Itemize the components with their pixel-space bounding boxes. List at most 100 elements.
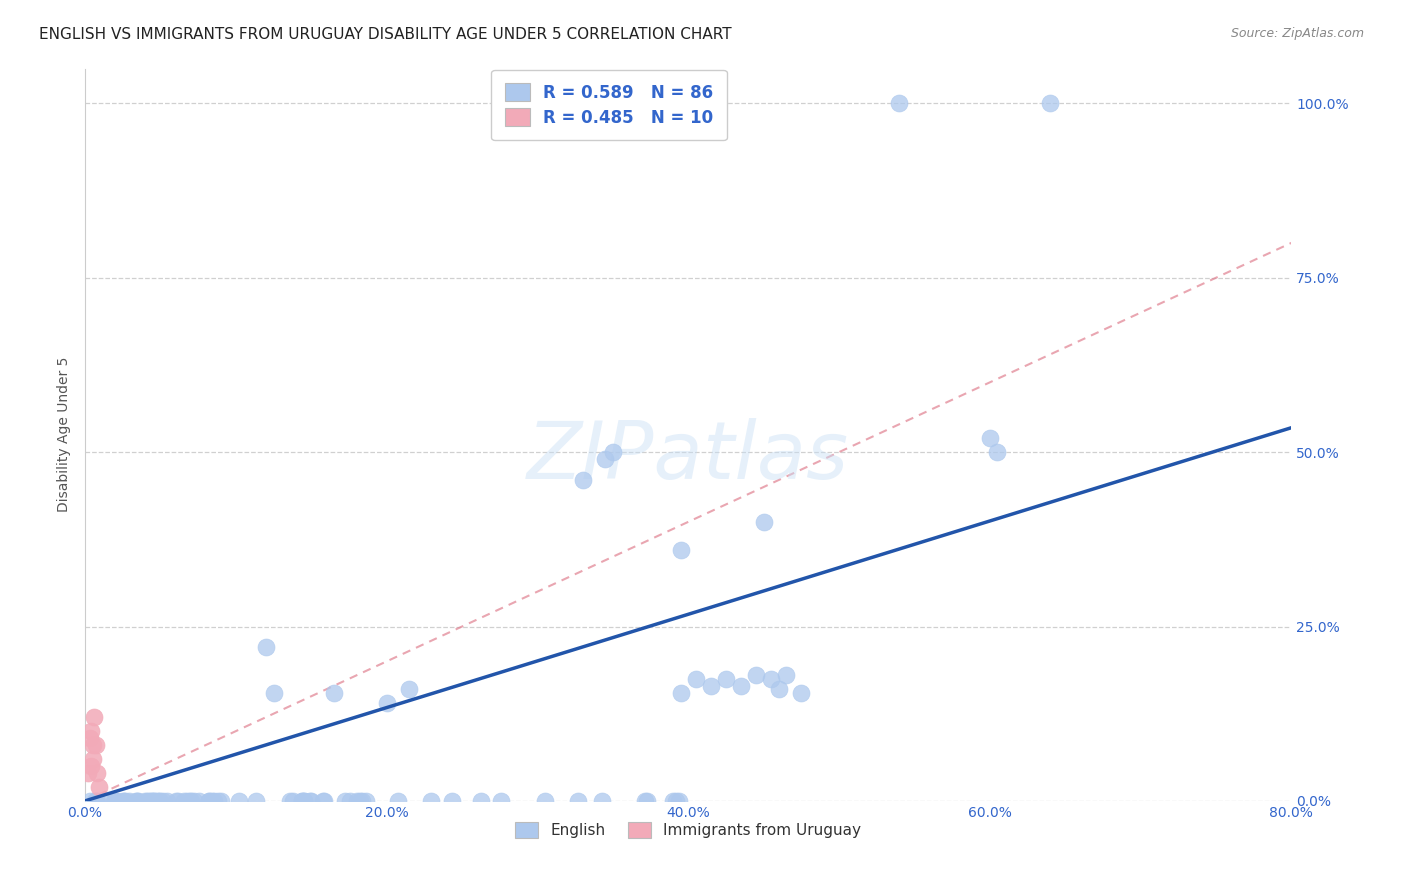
- Point: [77, 766, 100, 780]
- Point: [685, 672, 707, 686]
- Point: [668, 794, 690, 808]
- Point: [292, 794, 315, 808]
- Point: [103, 794, 125, 808]
- Point: [759, 672, 782, 686]
- Point: [152, 794, 174, 808]
- Point: [84, 738, 107, 752]
- Text: ENGLISH VS IMMIGRANTS FROM URUGUAY DISABILITY AGE UNDER 5 CORRELATION CHART: ENGLISH VS IMMIGRANTS FROM URUGUAY DISAB…: [39, 27, 733, 42]
- Point: [84, 794, 107, 808]
- Point: [349, 794, 371, 808]
- Point: [166, 794, 188, 808]
- Point: [889, 96, 911, 111]
- Point: [180, 794, 202, 808]
- Point: [245, 794, 267, 808]
- Point: [298, 794, 321, 808]
- Point: [188, 794, 211, 808]
- Point: [104, 794, 127, 808]
- Point: [291, 794, 314, 808]
- Point: [665, 794, 688, 808]
- Point: [979, 431, 1001, 445]
- Point: [138, 794, 160, 808]
- Point: [202, 794, 225, 808]
- Point: [114, 794, 136, 808]
- Point: [634, 794, 657, 808]
- Text: Source: ZipAtlas.com: Source: ZipAtlas.com: [1230, 27, 1364, 40]
- Point: [986, 445, 1008, 459]
- Point: [254, 640, 277, 655]
- Text: ZIPatlas: ZIPatlas: [527, 417, 849, 496]
- Point: [107, 794, 129, 808]
- Point: [228, 794, 250, 808]
- Point: [669, 686, 692, 700]
- Point: [82, 738, 104, 752]
- Point: [339, 794, 361, 808]
- Point: [567, 794, 589, 808]
- Point: [173, 794, 195, 808]
- Point: [183, 794, 205, 808]
- Point: [142, 794, 165, 808]
- Point: [292, 794, 315, 808]
- Point: [141, 794, 163, 808]
- Point: [278, 794, 301, 808]
- Point: [375, 696, 398, 710]
- Point: [79, 794, 101, 808]
- Point: [768, 682, 790, 697]
- Point: [571, 473, 593, 487]
- Point: [136, 794, 159, 808]
- Point: [197, 794, 219, 808]
- Point: [93, 794, 115, 808]
- Point: [1039, 96, 1062, 111]
- Point: [83, 710, 105, 724]
- Point: [263, 686, 285, 700]
- Point: [312, 794, 335, 808]
- Point: [700, 679, 723, 693]
- Point: [790, 686, 813, 700]
- Point: [591, 794, 613, 808]
- Point: [125, 794, 148, 808]
- Point: [209, 794, 232, 808]
- Point: [730, 679, 752, 693]
- Point: [79, 731, 101, 745]
- Point: [593, 452, 616, 467]
- Point: [86, 766, 108, 780]
- Point: [333, 794, 356, 808]
- Point: [752, 515, 775, 529]
- Point: [139, 794, 162, 808]
- Point: [207, 794, 229, 808]
- Point: [470, 794, 492, 808]
- Point: [441, 794, 464, 808]
- Point: [489, 794, 512, 808]
- Point: [82, 752, 104, 766]
- Point: [312, 794, 335, 808]
- Point: [111, 794, 134, 808]
- Point: [291, 794, 314, 808]
- Point: [398, 682, 420, 697]
- Point: [322, 686, 344, 700]
- Point: [84, 794, 107, 808]
- Point: [602, 445, 624, 459]
- Point: [420, 794, 443, 808]
- Point: [714, 672, 737, 686]
- Point: [387, 794, 409, 808]
- Point: [283, 794, 305, 808]
- Point: [80, 759, 103, 773]
- Point: [124, 794, 146, 808]
- Point: [179, 794, 201, 808]
- Point: [197, 794, 219, 808]
- Point: [148, 794, 170, 808]
- Point: [142, 794, 165, 808]
- Point: [149, 794, 172, 808]
- Point: [299, 794, 322, 808]
- Point: [354, 794, 377, 808]
- Point: [346, 794, 368, 808]
- Point: [176, 794, 198, 808]
- Point: [200, 794, 222, 808]
- Point: [112, 794, 135, 808]
- Point: [118, 794, 141, 808]
- Point: [134, 794, 156, 808]
- Point: [669, 542, 692, 557]
- Point: [156, 794, 179, 808]
- Point: [775, 668, 797, 682]
- Point: [636, 794, 658, 808]
- Point: [745, 668, 768, 682]
